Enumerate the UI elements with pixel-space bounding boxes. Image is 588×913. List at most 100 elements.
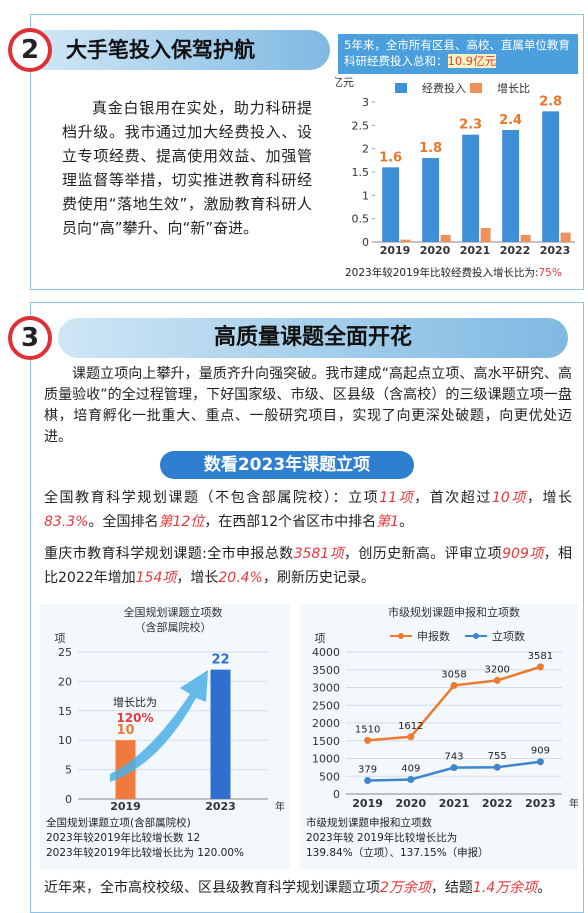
legend-swatch (470, 83, 482, 93)
x-tick-label: 2020 (395, 797, 426, 810)
y-axis-label: 项 (315, 632, 326, 645)
x-tick-label: 2019 (352, 797, 383, 810)
x-tick-label: 2022 (482, 797, 513, 810)
x-tick-label: 2023 (540, 244, 571, 257)
bar (440, 235, 451, 242)
chart-subtitle: （含部属院校） (135, 620, 212, 634)
point (407, 733, 415, 741)
section-title: 高质量课题全面开花 (58, 318, 568, 358)
bar (462, 134, 479, 242)
section-number: 2 (8, 28, 52, 72)
text: ，创历史新高。评审立项 (343, 546, 503, 562)
data-label: 2.4 (499, 113, 522, 128)
y-tick-label: 0 (65, 793, 72, 806)
stat-paragraph: 全国教育科学规划课题（不包含部属院校）：立项11项，首次超过10项，增长 83.3… (44, 486, 572, 534)
text: 。 (399, 514, 414, 530)
chart: 全国规划课题立项数（含部属院校） 项 0 5 10 15 20 25 2019 2023 年 10 22… (46, 605, 285, 859)
chart-header: 5年来，全市所有区县、高校、直属单位教育科研经费投入总和：10.9亿元 (338, 34, 578, 74)
x-tick-label: 2023 (525, 797, 556, 810)
data-label: 743 (444, 752, 463, 763)
data-label: 22 (211, 653, 229, 668)
y-tick-label: 2.5 (352, 119, 370, 132)
text: 重庆市教育科学规划课题:全市申报总数 (44, 546, 294, 562)
highlight-text: 909项 (502, 546, 544, 562)
chart: 市级规划课题申报和立项数项050010001500200025003000350… (306, 605, 578, 859)
text: 。 (537, 880, 552, 896)
text: ，刷新历史记录。 (262, 570, 375, 586)
legend-label: 经费投入 (422, 81, 466, 95)
data-label: 1.6 (379, 150, 402, 165)
y-tick-label: 3500 (312, 664, 340, 677)
x-tick-label: 2020 (420, 244, 451, 257)
data-label: 10 (116, 723, 134, 738)
y-tick-label: 0.5 (352, 213, 370, 226)
annotation: 增长比为 (113, 695, 157, 709)
y-tick-label: 3000 (312, 682, 340, 695)
bar (560, 232, 571, 242)
data-label: 379 (358, 765, 377, 776)
highlight-text: 20.4% (218, 570, 263, 586)
text: ，增长 (526, 490, 573, 506)
section-box (30, 14, 584, 290)
y-tick-label: 1500 (312, 735, 340, 748)
text: ，在西部12个省区市中排名 (204, 514, 377, 530)
x-tick-label: 2019 (380, 244, 411, 257)
text: ，相比2022年增加 (44, 546, 573, 586)
point (364, 736, 372, 744)
y-tick-label: 4000 (312, 646, 340, 659)
text: ，增长 (176, 570, 219, 586)
data-label: 909 (531, 746, 550, 757)
legend-label: 立项数 (492, 629, 525, 643)
y-axis-label: 项 (55, 632, 66, 645)
chart-panel (300, 604, 578, 869)
highlight-text: 83.3% (44, 514, 89, 530)
chart-note: 2023年较2019年比较经费投入增长比为:75% (345, 266, 562, 279)
highlight-text: 第12位 (158, 514, 205, 530)
bar (382, 167, 399, 242)
bar (210, 669, 231, 799)
x-axis-unit: 年 (569, 797, 578, 810)
highlight-text: 154项 (135, 570, 177, 586)
bar (480, 228, 491, 242)
footer: 近年来，全市高校校级、区县级教育科学规划课题立项2万余项，结题1.4万余项。 (44, 878, 578, 899)
bar (502, 130, 519, 242)
highlight-text: 11项 (379, 490, 415, 506)
data-label: 1510 (355, 724, 380, 735)
chart: 亿元 0 0.5 1 1.5 2 2.5 3 2019 2020 2021 2022 2023 经费投入 增… (335, 76, 575, 279)
legend-swatch (473, 633, 479, 639)
text: ，首次超过 (414, 490, 492, 506)
section-body: 真金白银用在实处，助力科研提档升级。我市通过加大经费投入、设立专项经费、提高使用… (62, 99, 312, 237)
y-tick-label: 15 (58, 705, 72, 718)
arrow-decoration (110, 670, 208, 782)
legend-label: 申报数 (417, 629, 450, 643)
text: ，结题 (430, 880, 473, 896)
point (493, 676, 501, 684)
highlight-text: 10项 (491, 490, 527, 506)
legend-swatch (395, 83, 407, 93)
point (450, 764, 458, 772)
data-label: 2.3 (459, 118, 482, 133)
data-label: 409 (401, 763, 420, 774)
legend-label: 增长比 (497, 81, 530, 95)
highlight-text: 第1 (376, 514, 400, 530)
text: 近年来，全市高校校级、区县级教育科学规划课题立项 (44, 880, 380, 896)
y-tick-label: 0 (362, 236, 369, 249)
x-tick-label: 2023 (205, 800, 236, 813)
note-text: 2023年较2019年比较经费投入增长比为: (345, 266, 538, 279)
y-tick-label: 0 (333, 788, 340, 801)
text: 全国教育科学规划课题（不包含部属院校）：立项 (44, 490, 380, 506)
caption: 市级规划课题申报和立项数 (306, 816, 432, 829)
chart-title: 5年来，全市所有区县、高校、直属单位教育科研经费投入总和： (344, 38, 570, 68)
section-body: 课题立项向上攀升，量质齐升向强突破。我市建成“高起点立项、高水平研究、高质量验收… (44, 366, 572, 445)
bar (400, 239, 411, 242)
x-tick-label: 2021 (439, 797, 470, 810)
y-tick-label: 3 (362, 96, 369, 109)
chart-title: 全国规划课题立项数 (124, 605, 223, 619)
data-label: 3200 (484, 664, 509, 675)
y-tick-label: 5 (65, 764, 72, 777)
y-tick-label: 500 (319, 770, 340, 783)
caption: 2023年较2019年比较增长数 12 (46, 831, 200, 844)
y-tick-label: 25 (58, 646, 72, 659)
section-number: 3 (8, 316, 52, 360)
